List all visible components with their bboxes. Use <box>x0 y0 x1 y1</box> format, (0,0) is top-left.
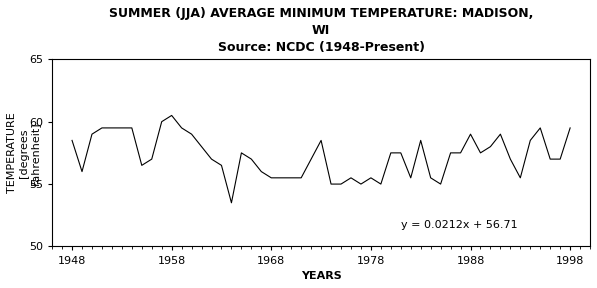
X-axis label: YEARS: YEARS <box>301 271 341 281</box>
Y-axis label: TEMPERATURE
[degrees
Fahrenheit]: TEMPERATURE [degrees Fahrenheit] <box>7 113 40 193</box>
Text: y = 0.0212x + 56.71: y = 0.0212x + 56.71 <box>401 220 518 230</box>
Title: SUMMER (JJA) AVERAGE MINIMUM TEMPERATURE: MADISON,
WI
Source: NCDC (1948-Present: SUMMER (JJA) AVERAGE MINIMUM TEMPERATURE… <box>109 7 533 54</box>
